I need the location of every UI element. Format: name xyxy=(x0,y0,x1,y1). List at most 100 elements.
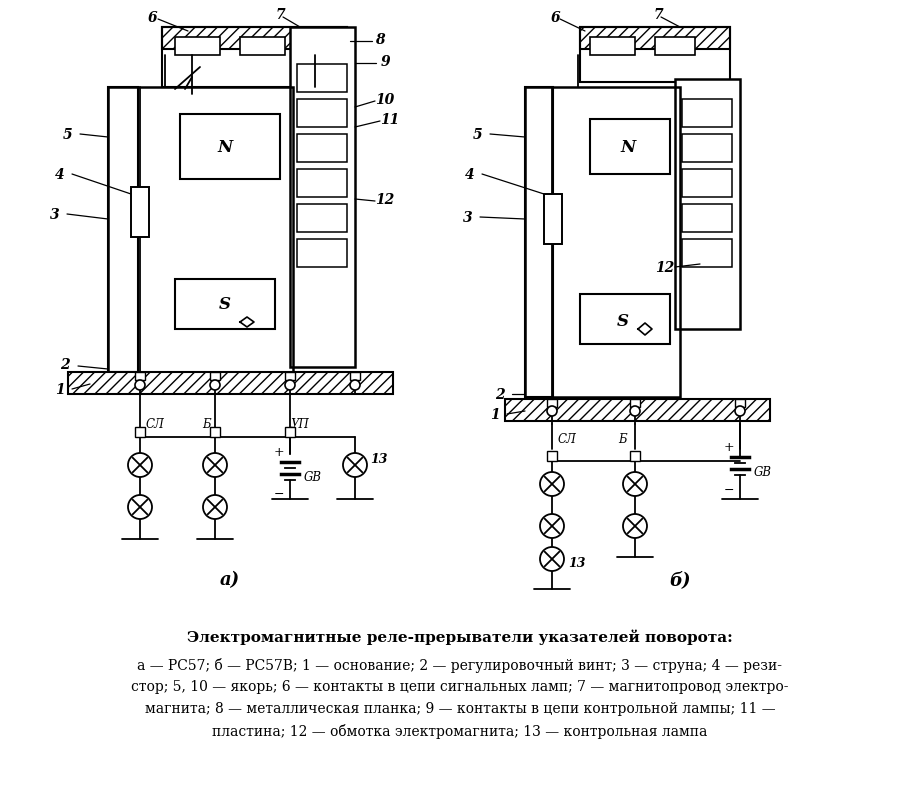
Bar xyxy=(285,372,295,380)
Bar xyxy=(547,400,556,407)
Text: б): б) xyxy=(668,570,690,588)
Circle shape xyxy=(622,514,646,539)
Bar xyxy=(162,28,346,50)
Bar xyxy=(579,294,669,345)
Text: 13: 13 xyxy=(369,453,387,466)
Bar xyxy=(681,169,732,198)
Text: 4: 4 xyxy=(55,168,64,182)
Bar xyxy=(547,452,556,461)
Text: 2: 2 xyxy=(494,388,505,401)
Bar xyxy=(175,280,275,329)
Text: 6: 6 xyxy=(550,11,559,25)
Text: 8: 8 xyxy=(375,33,384,47)
Text: N: N xyxy=(619,139,635,157)
Bar xyxy=(289,28,355,367)
Bar xyxy=(285,427,295,437)
Bar xyxy=(162,28,346,88)
Text: 13: 13 xyxy=(567,557,584,570)
Text: а): а) xyxy=(220,570,240,588)
Circle shape xyxy=(539,473,563,496)
Circle shape xyxy=(203,453,227,478)
Bar xyxy=(681,135,732,163)
Text: 6: 6 xyxy=(147,11,156,25)
Circle shape xyxy=(630,406,640,417)
Circle shape xyxy=(285,380,295,391)
Text: 11: 11 xyxy=(380,113,399,127)
Bar xyxy=(305,38,345,56)
Bar xyxy=(734,400,744,407)
Bar xyxy=(579,28,729,83)
Text: −: − xyxy=(274,487,284,500)
Bar xyxy=(505,400,769,422)
Bar xyxy=(130,188,149,238)
Text: 2: 2 xyxy=(60,358,70,371)
Text: N: N xyxy=(217,139,233,157)
Text: S: S xyxy=(617,313,629,330)
Bar xyxy=(108,88,138,372)
Text: а — РС57; б — РС57В; 1 — основание; 2 — регулировочный винт; 3 — струна; 4 — рез: а — РС57; б — РС57В; 1 — основание; 2 — … xyxy=(137,657,782,672)
Text: 12: 12 xyxy=(654,260,674,275)
Text: +: + xyxy=(723,441,733,454)
Bar xyxy=(630,400,640,407)
Text: 5: 5 xyxy=(472,128,482,142)
Bar xyxy=(579,28,729,50)
Text: 7: 7 xyxy=(275,8,285,22)
Circle shape xyxy=(210,380,220,391)
Bar xyxy=(297,65,346,93)
Circle shape xyxy=(539,547,563,571)
Bar xyxy=(210,372,220,380)
Text: стор; 5, 10 — якорь; 6 — контакты в цепи сигнальных ламп; 7 — магнитопровод элек: стор; 5, 10 — якорь; 6 — контакты в цепи… xyxy=(131,679,788,693)
Text: S: S xyxy=(219,296,231,313)
Bar xyxy=(297,169,346,198)
Bar xyxy=(135,427,145,437)
Text: УП: УП xyxy=(290,418,309,431)
Circle shape xyxy=(128,453,152,478)
Text: СЛ: СЛ xyxy=(557,433,575,446)
Circle shape xyxy=(343,453,367,478)
Text: 1: 1 xyxy=(55,383,64,397)
Text: СЛ: СЛ xyxy=(145,418,165,431)
Text: 1: 1 xyxy=(490,407,499,422)
Circle shape xyxy=(547,406,556,417)
Text: −: − xyxy=(723,483,733,496)
Bar xyxy=(135,372,145,380)
Bar xyxy=(589,120,669,175)
Text: Б: Б xyxy=(618,433,627,446)
Text: 4: 4 xyxy=(465,168,474,182)
Text: +: + xyxy=(273,446,284,459)
Text: Электромагнитные реле-прерыватели указателей поворота:: Электромагнитные реле-прерыватели указат… xyxy=(187,629,732,645)
Bar xyxy=(180,115,279,180)
Bar xyxy=(543,195,562,245)
Text: Б: Б xyxy=(202,418,211,431)
Bar xyxy=(68,372,392,394)
Circle shape xyxy=(734,406,744,417)
Text: 10: 10 xyxy=(375,93,394,107)
Text: 3: 3 xyxy=(51,208,60,221)
Text: 5: 5 xyxy=(63,128,73,142)
Bar xyxy=(675,80,739,329)
Bar xyxy=(681,204,732,233)
Text: пластина; 12 — обмотка электромагнита; 13 — контрольная лампа: пластина; 12 — обмотка электромагнита; 1… xyxy=(212,723,707,738)
Bar xyxy=(630,452,640,461)
Bar xyxy=(681,240,732,268)
Bar xyxy=(297,240,346,268)
Text: 12: 12 xyxy=(375,193,394,207)
Text: GB: GB xyxy=(754,466,771,479)
Text: 7: 7 xyxy=(652,8,662,22)
Bar xyxy=(297,100,346,128)
Text: GB: GB xyxy=(303,471,322,484)
Bar xyxy=(297,204,346,233)
Circle shape xyxy=(349,380,359,391)
Bar xyxy=(210,427,220,437)
Bar xyxy=(525,88,552,397)
Bar xyxy=(108,88,292,372)
Bar xyxy=(589,38,634,56)
Bar xyxy=(297,135,346,163)
Bar xyxy=(681,100,732,128)
Text: 9: 9 xyxy=(380,55,390,69)
Bar xyxy=(654,38,694,56)
Bar xyxy=(349,372,359,380)
Circle shape xyxy=(135,380,145,391)
Circle shape xyxy=(539,514,563,539)
Bar xyxy=(240,38,285,56)
